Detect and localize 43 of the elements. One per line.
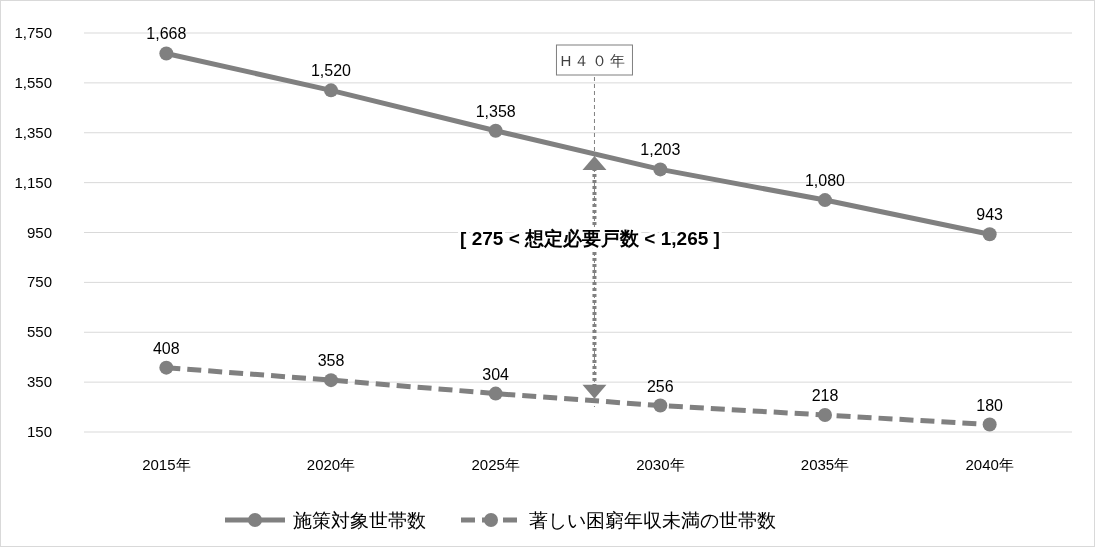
point — [653, 398, 668, 413]
x-tick-label: 2035年 — [800, 456, 850, 473]
point — [324, 83, 338, 98]
data-label: 1,520 — [310, 62, 352, 80]
point — [159, 360, 174, 375]
x-tick-label: 2040年 — [965, 456, 1014, 473]
point — [488, 123, 503, 138]
data-label: 256 — [646, 377, 674, 395]
y-tick-label: 150 — [26, 423, 52, 440]
y-tick-label: 350 — [26, 373, 52, 391]
point — [982, 227, 997, 242]
legend-label: 施策対象世帯数 — [293, 510, 426, 531]
data-label: 408 — [152, 339, 180, 357]
point — [818, 408, 832, 423]
x-tick-label: 2020年 — [306, 456, 356, 473]
point — [818, 193, 832, 208]
y-tick-label: 950 — [26, 223, 52, 241]
y-tick-label: 550 — [26, 323, 52, 341]
y-tick-label: 1,350 — [14, 123, 52, 141]
data-label: 1,203 — [640, 141, 681, 159]
y-tick-label: 1,550 — [14, 73, 52, 91]
data-label: 218 — [811, 387, 839, 405]
data-label: 180 — [976, 396, 1004, 414]
point — [488, 386, 503, 401]
x-tick-label: 2025年 — [471, 456, 520, 473]
data-label: 358 — [317, 352, 345, 370]
point — [159, 46, 174, 61]
data-label: 1,668 — [146, 25, 187, 43]
y-tick-label: 750 — [26, 273, 52, 291]
y-tick-label: 1,750 — [14, 24, 52, 41]
data-label: 943 — [976, 206, 1004, 224]
data-label: 1,080 — [804, 172, 846, 190]
point — [324, 373, 338, 388]
ref-line-label: H４０年 — [560, 52, 629, 69]
x-tick-label: 2030年 — [636, 456, 685, 473]
point — [653, 162, 668, 177]
y-tick-label: 1,150 — [14, 173, 52, 191]
point — [982, 417, 997, 432]
x-tick-label: 2015年 — [142, 456, 191, 473]
data-label: 304 — [482, 365, 510, 383]
data-label: 1,358 — [475, 102, 516, 120]
annotation: [ 275 < 想定必要戸数 < 1,265 ] — [460, 228, 720, 249]
legend-label: 著しい困窮年収未満の世帯数 — [529, 510, 776, 531]
